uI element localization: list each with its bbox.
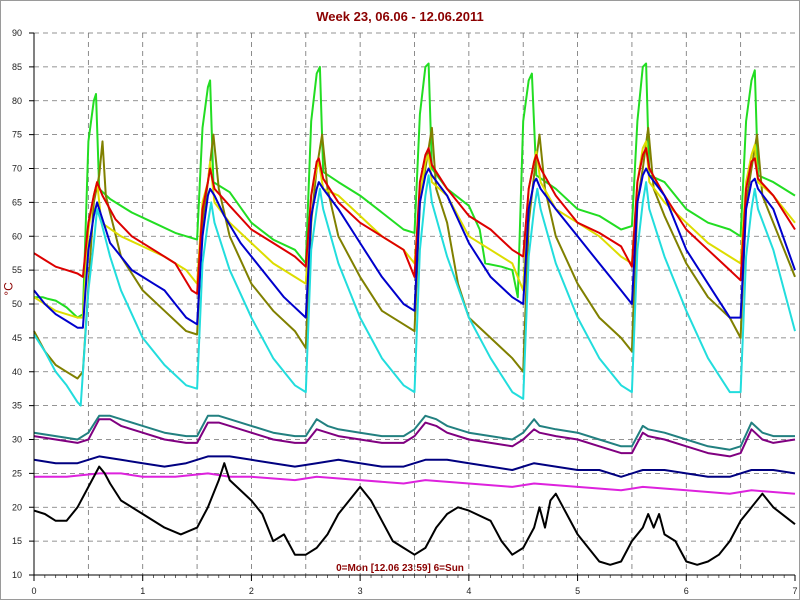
y-tick-label: 70	[12, 164, 22, 174]
x-tick-label: 2	[249, 586, 254, 596]
x-tick-label: 4	[466, 586, 471, 596]
y-tick-label: 65	[12, 197, 22, 207]
series-line-8	[33, 418, 796, 458]
y-tick-label: 45	[12, 333, 22, 343]
y-tick-label: 80	[12, 96, 22, 106]
x-tick-label: 0	[31, 586, 36, 596]
x-tick-label: 6	[684, 586, 689, 596]
series-line-10	[34, 472, 796, 495]
y-tick-label: 85	[12, 62, 22, 72]
y-tick-label: 55	[12, 265, 22, 275]
series-line-5	[33, 167, 796, 329]
y-tick-label: 75	[12, 130, 22, 140]
chart-title: Week 23, 06.06 - 12.06.2011	[316, 9, 484, 24]
y-tick-label: 40	[12, 367, 22, 377]
x-axis-caption: 0=Mon [12.06 23:59] 6=Sun	[336, 563, 464, 574]
series-line-9	[33, 455, 796, 478]
axes	[29, 32, 796, 581]
grid-lines	[34, 32, 795, 576]
y-tick-label: 20	[12, 502, 22, 512]
y-tick-label: 35	[12, 401, 22, 411]
y-tick-label: 60	[12, 231, 22, 241]
x-tick-label: 1	[140, 586, 145, 596]
y-tick-label: 30	[12, 435, 22, 445]
y-tick-label: 10	[12, 570, 22, 580]
x-tick-label: 3	[358, 586, 363, 596]
y-tick-label: 15	[12, 536, 22, 546]
series-line-7	[33, 414, 795, 451]
y-tick-label: 50	[12, 299, 22, 309]
x-tick-label: 5	[575, 586, 580, 596]
y-tick-label: 90	[12, 28, 22, 38]
series-line-4	[33, 147, 796, 295]
y-tick-label: 25	[12, 468, 22, 478]
series-line-11	[33, 462, 796, 566]
series-line-6	[33, 174, 796, 407]
series-lines	[33, 62, 796, 566]
x-tick-label: 7	[792, 586, 797, 596]
